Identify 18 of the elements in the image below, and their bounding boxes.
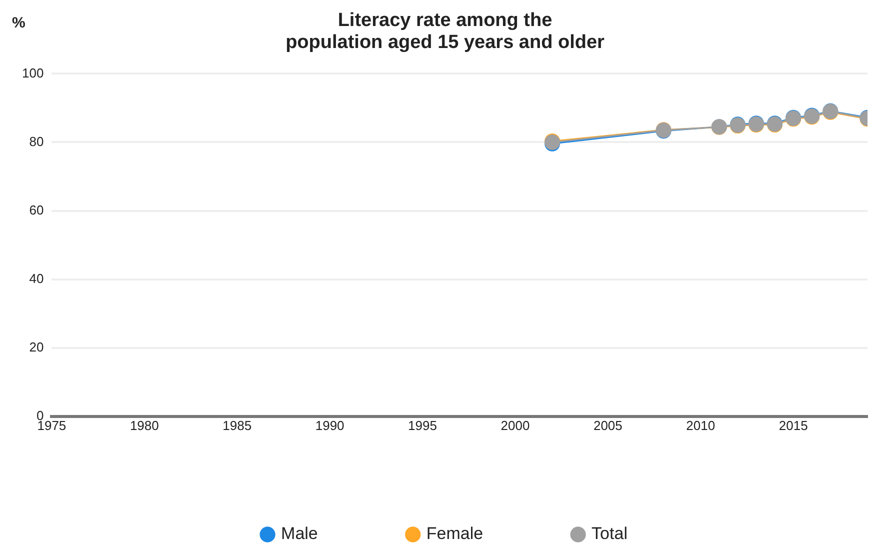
x-tick-label: 2005	[593, 418, 622, 433]
legend-label: Female	[426, 524, 484, 544]
x-tick-label: 2000	[500, 418, 530, 433]
x-tick-label: 1980	[130, 418, 159, 433]
chart-title: Literacy rate among the population aged 15 years and older	[286, 10, 606, 54]
y-tick-label: 40	[29, 270, 44, 286]
legend-label: Male	[281, 524, 318, 544]
x-tick-label: 1985	[222, 418, 252, 433]
x-tick-label: 2010	[686, 418, 716, 433]
y-tick-label: 20	[29, 339, 44, 354]
x-tick-label: 2015	[778, 418, 808, 433]
y-tick-label: 100	[22, 65, 44, 80]
x-tick-label: 1990	[315, 418, 344, 433]
y-axis-title: %	[12, 14, 26, 32]
x-tick-label: 1995	[408, 418, 437, 433]
legend-label: Total	[592, 524, 628, 544]
y-tick-label: 80	[29, 134, 44, 149]
y-tick-label: 60	[29, 202, 44, 218]
